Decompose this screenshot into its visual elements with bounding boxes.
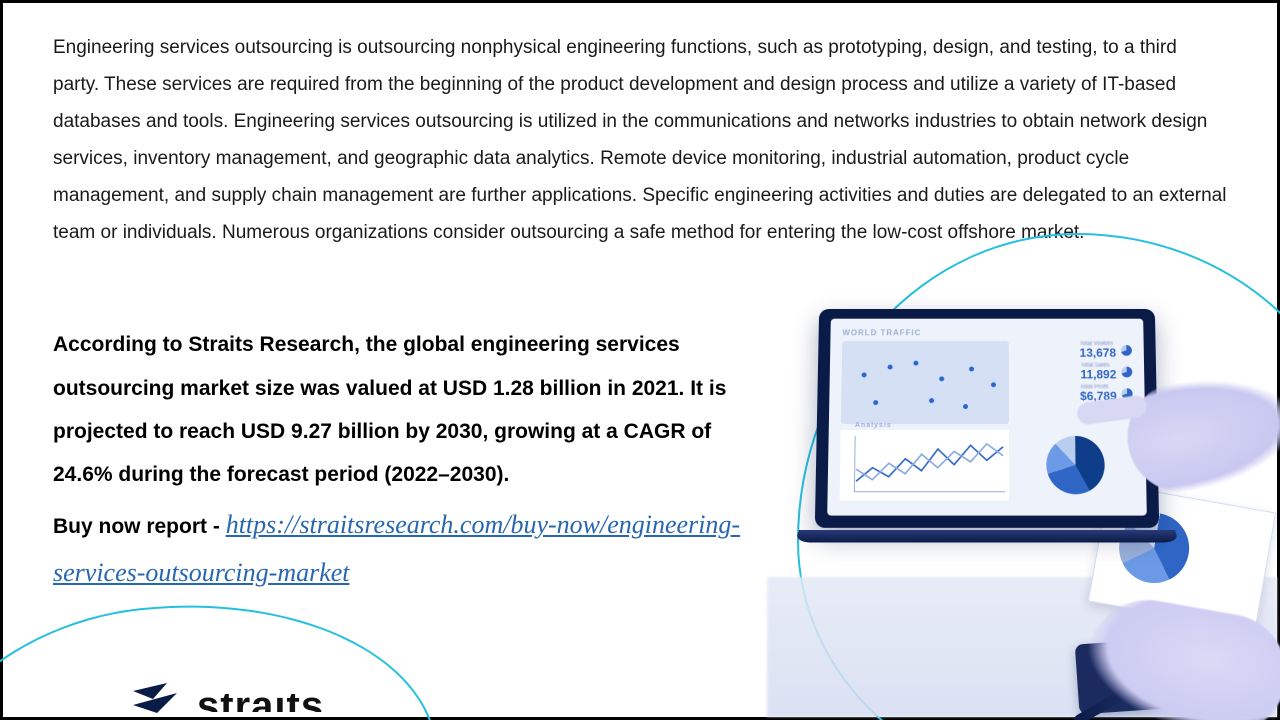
laptop-screen: WORLD TRAFFIC Total Visitors13,678Total …	[827, 319, 1147, 516]
logo-arrow-icon	[133, 683, 187, 720]
mini-pie-icon	[1121, 366, 1132, 377]
stat-label: Total Visitors	[1079, 341, 1115, 347]
map-dot	[927, 396, 936, 405]
buy-line: Buy now report - https://straitsresearch…	[53, 502, 753, 598]
buy-prefix: Buy now report -	[53, 515, 220, 538]
map-dot	[860, 371, 869, 380]
pie-chart-box	[1017, 430, 1134, 500]
analysis-label: Analysis	[855, 422, 892, 429]
pen	[1073, 658, 1182, 720]
summary-bold: According to Straits Research, the globa…	[53, 323, 753, 496]
paper-report	[1088, 483, 1276, 631]
calculator	[1075, 634, 1239, 715]
paper-pie-chart	[1114, 507, 1195, 588]
map-dot	[937, 374, 946, 383]
desk-surface	[767, 577, 1277, 717]
map-dot	[886, 363, 895, 372]
laptop-body: WORLD TRAFFIC Total Visitors13,678Total …	[815, 309, 1159, 528]
map-dot	[961, 402, 970, 411]
world-map	[841, 341, 1009, 424]
hand-writing	[1078, 591, 1280, 720]
stats-panel: Total Visitors13,678Total Sales11,892Tot…	[1017, 341, 1133, 424]
document-page: Engineering services outsourcing is outs…	[0, 0, 1280, 720]
map-dot	[989, 380, 998, 389]
hand-pointing	[1119, 363, 1280, 501]
pie-chart	[1046, 436, 1105, 494]
stat-row: Total Sales11,892	[1080, 363, 1132, 381]
stat-value: 13,678	[1080, 347, 1117, 359]
line-chart: Analysis	[840, 430, 1010, 500]
stat-value: 11,892	[1080, 369, 1116, 381]
stat-row: Total Profit$6,789	[1080, 384, 1133, 402]
stat-value: $6,789	[1080, 390, 1117, 402]
map-dot	[871, 398, 880, 407]
decorative-curve-right	[797, 233, 1280, 720]
dashboard-title: WORLD TRAFFIC	[842, 328, 1131, 337]
stat-label: Total Profit	[1080, 384, 1117, 390]
laptop-base	[795, 530, 1179, 543]
mini-pie-icon	[1122, 388, 1133, 399]
mini-pie-icon	[1121, 345, 1132, 356]
laptop-illustration: WORLD TRAFFIC Total Visitors13,678Total …	[767, 277, 1277, 717]
straits-logo: straits	[133, 683, 324, 720]
intro-paragraph: Engineering services outsourcing is outs…	[53, 3, 1227, 251]
stat-label: Total Sales	[1080, 363, 1116, 369]
map-dot	[911, 359, 920, 368]
logo-text: straits	[197, 694, 324, 712]
map-dot	[967, 365, 976, 374]
stat-row: Total Visitors13,678	[1079, 341, 1132, 359]
finger	[1076, 394, 1148, 426]
